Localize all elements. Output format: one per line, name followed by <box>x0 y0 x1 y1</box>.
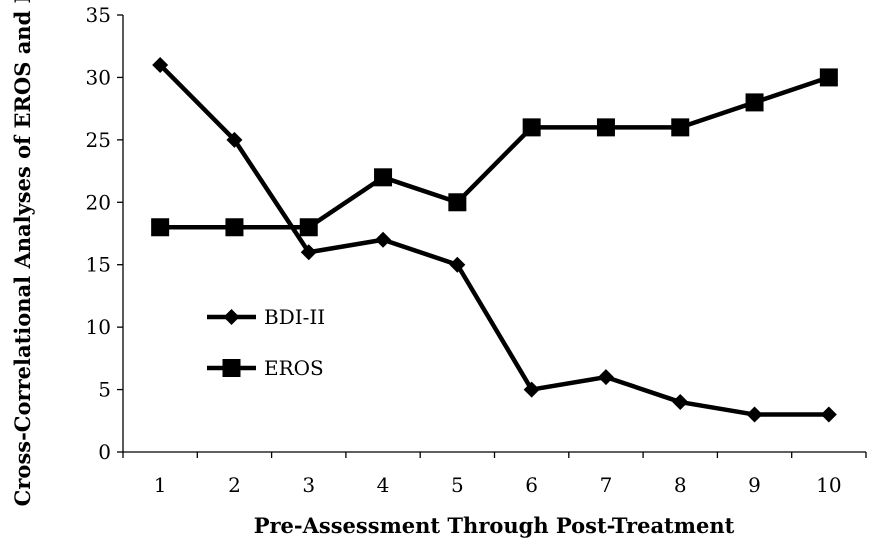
data-point-eros <box>299 218 318 237</box>
y-tick-label: 10 <box>86 315 111 339</box>
x-tick-label: 8 <box>674 473 687 497</box>
data-point-bdi-ii <box>746 406 763 423</box>
x-tick-label: 10 <box>816 473 841 497</box>
y-tick-label: 15 <box>86 253 111 277</box>
data-point-eros <box>745 93 764 112</box>
data-point-eros <box>374 168 393 187</box>
y-tick-label: 0 <box>98 440 111 464</box>
data-point-bdi-ii <box>152 56 169 73</box>
series-bdi-ii <box>152 56 837 423</box>
x-tick-label: 9 <box>748 473 761 497</box>
legend-marker <box>223 309 240 325</box>
series-layer <box>151 56 838 423</box>
data-point-bdi-ii <box>820 406 837 423</box>
data-point-bdi-ii <box>597 369 614 386</box>
y-tick-label: 35 <box>86 3 111 27</box>
legend-label: BDI-II <box>264 305 325 329</box>
x-tick-label: 3 <box>302 473 315 497</box>
y-tick-label: 5 <box>98 378 111 402</box>
series-eros <box>151 68 838 237</box>
x-axis-ticks: 1 2 3 4 5 6 7 8 9 10 <box>122 452 867 497</box>
x-tick-label: 4 <box>377 473 390 497</box>
data-point-bdi-ii <box>226 131 243 148</box>
x-tick-label: 7 <box>600 473 613 497</box>
data-point-eros <box>151 218 170 237</box>
y-tick-label: 20 <box>86 190 111 214</box>
legend-label: EROS <box>264 356 324 380</box>
x-axis-title: Pre-Assessment Through Post-Treatment <box>254 513 735 538</box>
x-tick-label: 5 <box>451 473 464 497</box>
legend-marker <box>222 359 241 377</box>
y-tick-label: 25 <box>86 128 111 152</box>
legend-item-eros: EROS <box>207 356 324 380</box>
data-point-bdi-ii <box>375 231 392 248</box>
x-tick-label: 1 <box>154 473 167 497</box>
data-point-eros <box>522 118 541 137</box>
data-point-bdi-ii <box>672 394 689 411</box>
legend-item-bdi-ii: BDI-II <box>207 305 325 329</box>
data-point-eros <box>448 193 467 212</box>
data-point-eros <box>225 218 244 237</box>
y-tick-label: 30 <box>86 65 111 89</box>
data-point-bdi-ii <box>300 244 317 261</box>
data-point-eros <box>596 118 615 137</box>
legend: BDI-II EROS <box>207 305 325 380</box>
x-tick-label: 6 <box>525 473 538 497</box>
series-line-eros <box>160 75 830 230</box>
y-axis-title: Cross-Correlational Analyses of EROS and… <box>10 0 35 506</box>
data-point-eros <box>819 68 838 87</box>
series-line-bdi-ii <box>158 63 829 417</box>
y-axis-ticks: 0 5 10 15 20 25 30 35 <box>86 3 123 464</box>
data-point-eros <box>671 118 690 137</box>
data-point-bdi-ii <box>523 381 540 398</box>
data-point-bdi-ii <box>449 256 466 273</box>
x-tick-label: 2 <box>228 473 241 497</box>
